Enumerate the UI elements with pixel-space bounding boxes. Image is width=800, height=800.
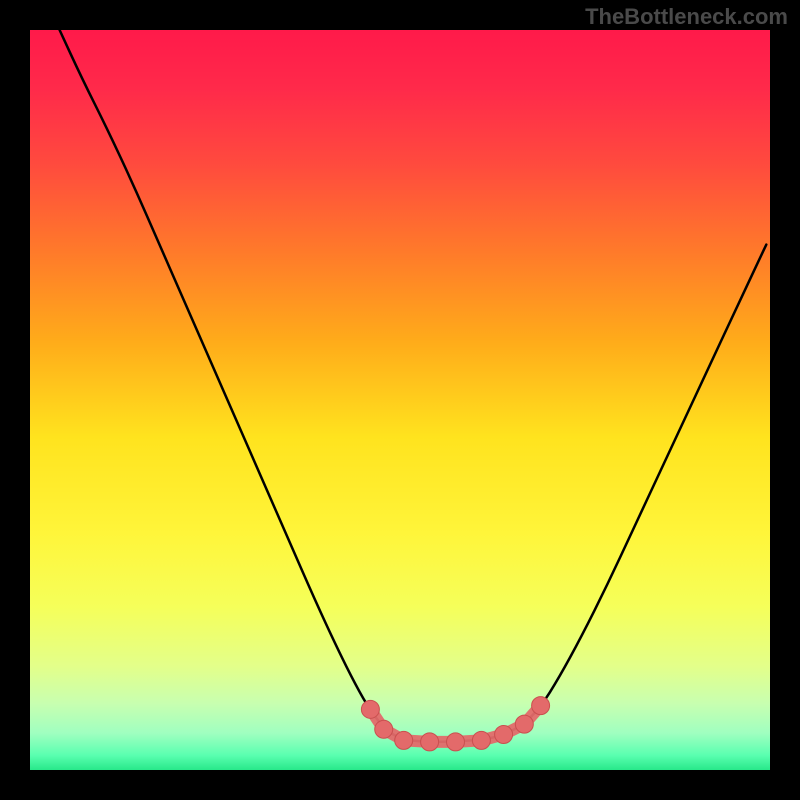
marker-point xyxy=(375,720,393,738)
marker-point xyxy=(395,731,413,749)
heatmap-gradient-rect xyxy=(30,30,770,770)
marker-point xyxy=(447,733,465,751)
marker-point xyxy=(532,697,550,715)
marker-point xyxy=(472,731,490,749)
marker-point xyxy=(361,700,379,718)
marker-point xyxy=(421,733,439,751)
bottleneck-chart-svg xyxy=(0,0,800,800)
chart-container: TheBottleneck.com xyxy=(0,0,800,800)
watermark-text: TheBottleneck.com xyxy=(585,4,788,30)
marker-point xyxy=(495,725,513,743)
marker-point xyxy=(515,715,533,733)
